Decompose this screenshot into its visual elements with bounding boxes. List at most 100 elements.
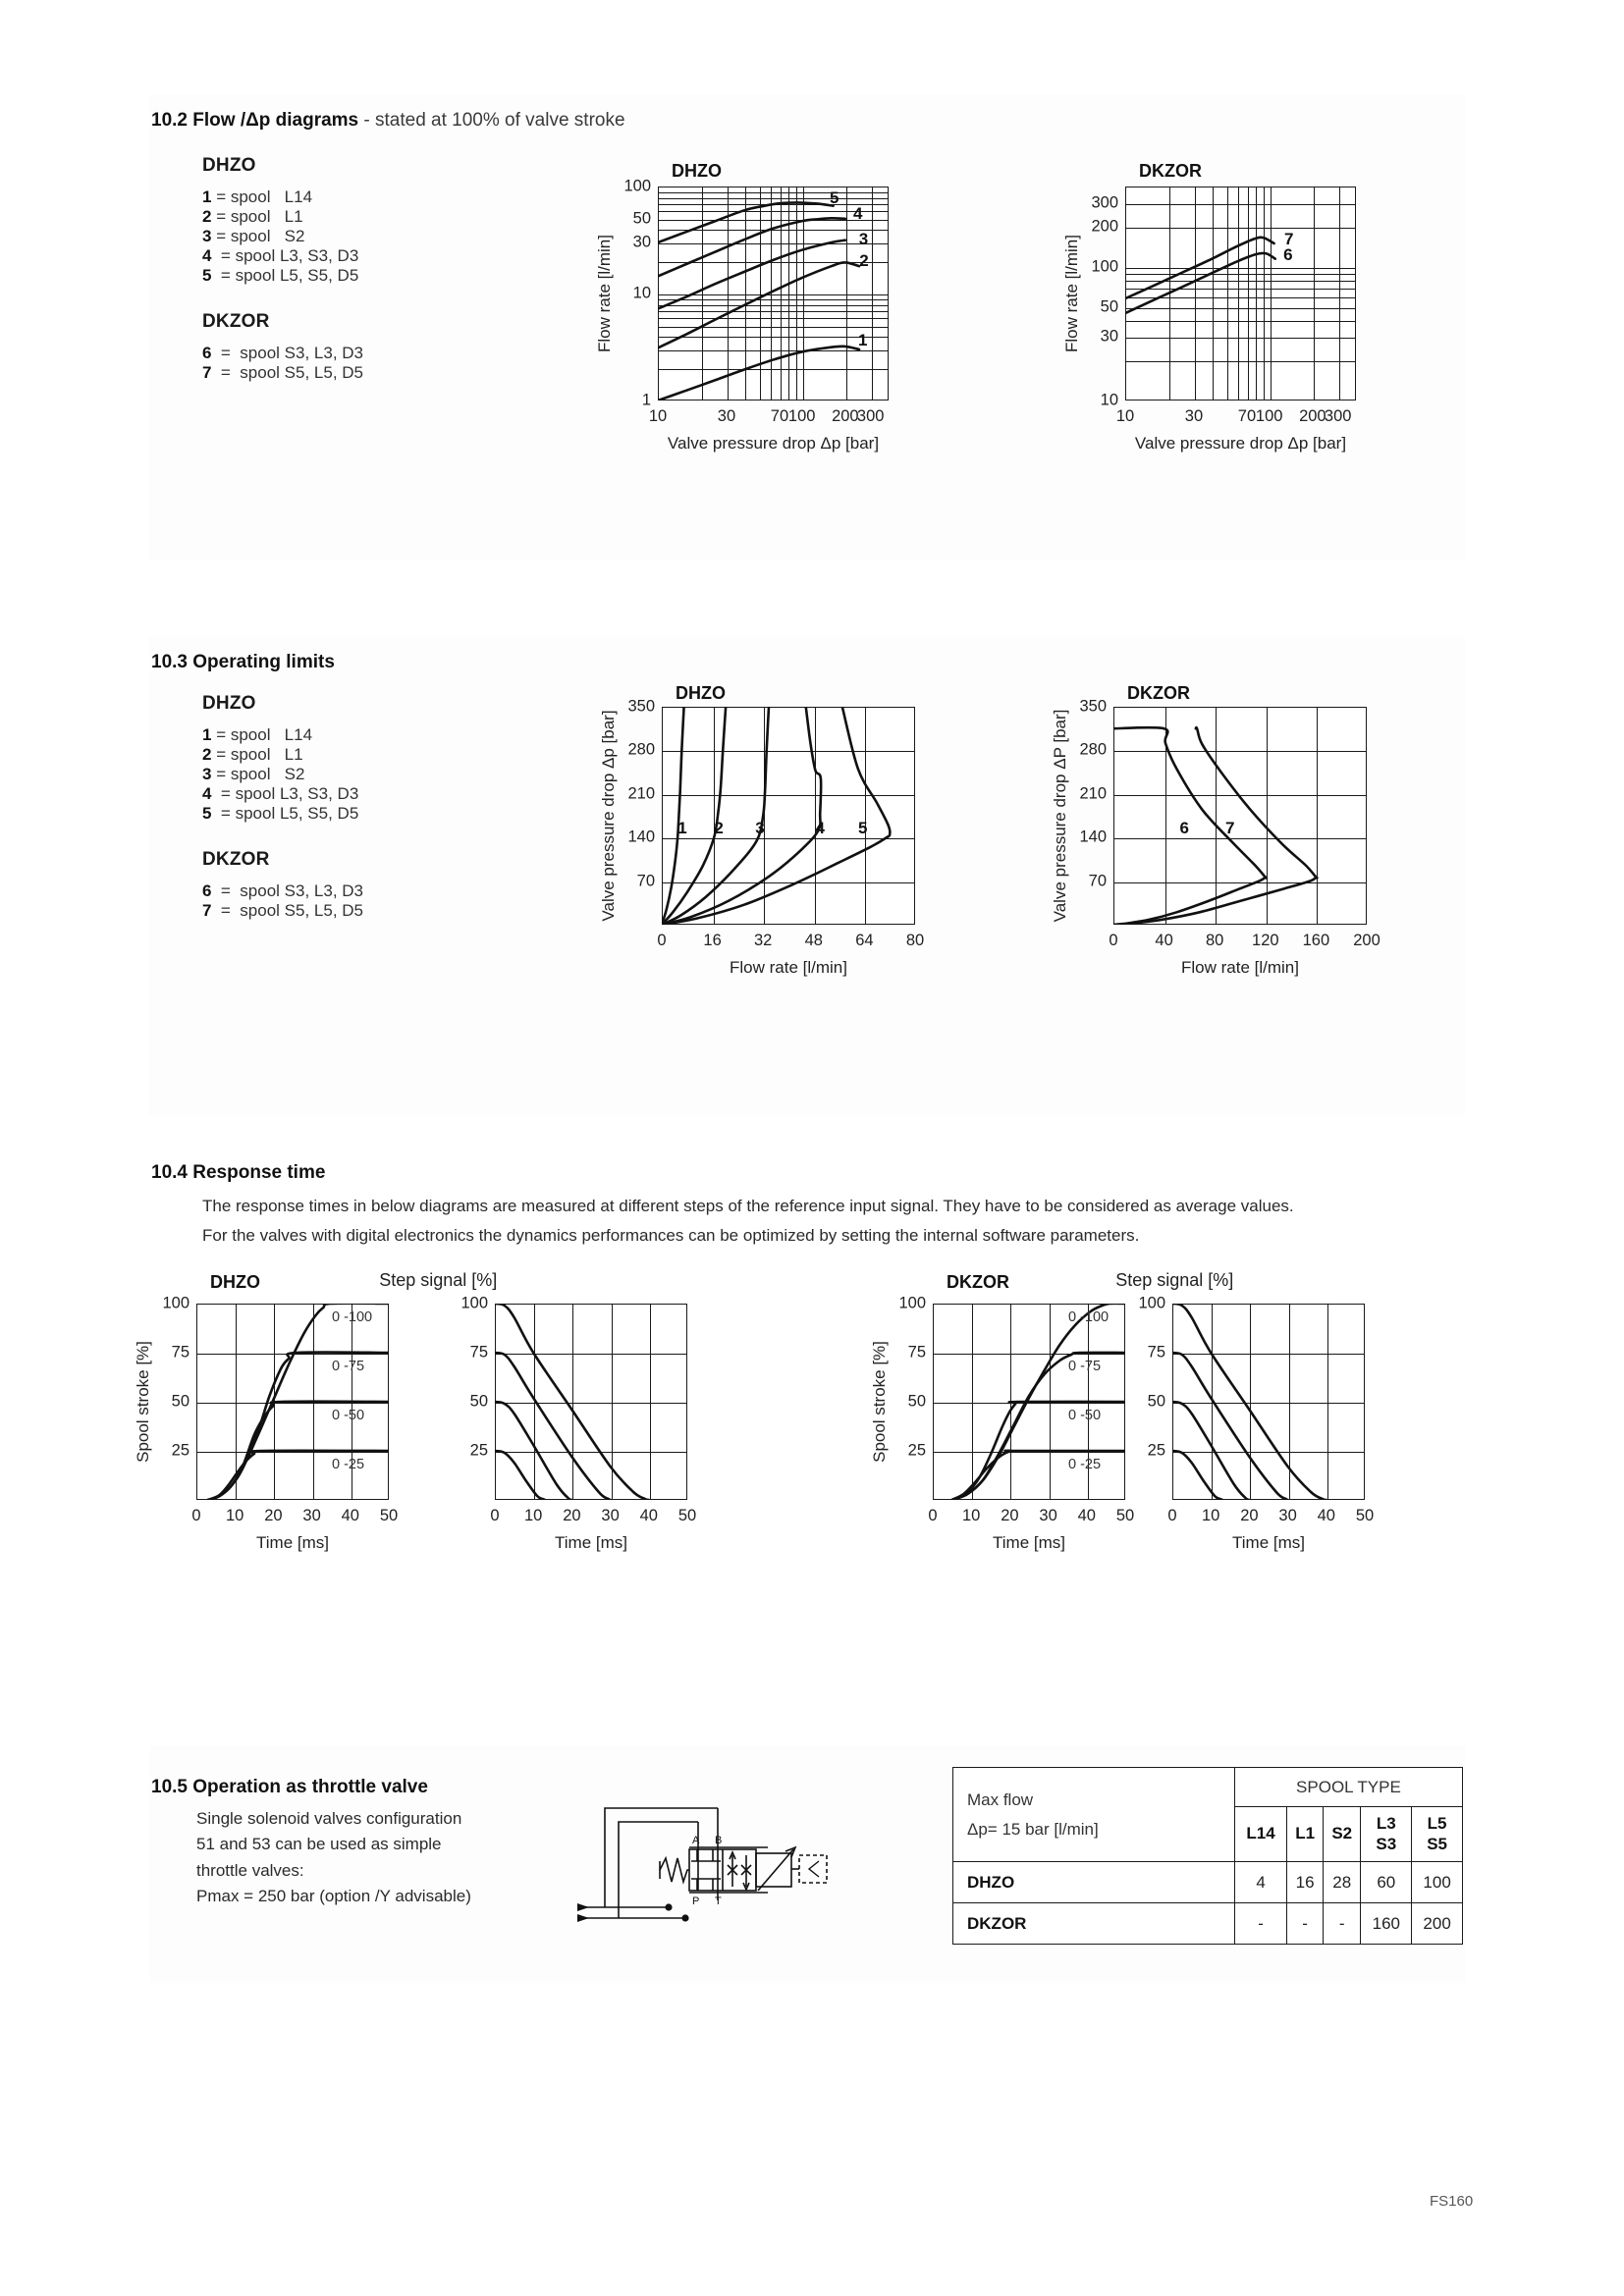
x-axis-tick: 0	[1109, 932, 1118, 949]
gridline-horizontal	[659, 197, 888, 199]
flow-legend-num: 5	[202, 266, 212, 285]
table-cell: -	[1233, 1902, 1288, 1945]
y-axis-tick: 300	[1091, 193, 1118, 212]
curve	[1172, 1351, 1289, 1500]
limits-legend-text: = spool S5, L5, D5	[216, 901, 363, 920]
x-axis-tick: 30	[717, 407, 736, 425]
curve	[1113, 725, 1319, 925]
y-axis-tick: 50	[171, 1392, 189, 1411]
plot-area	[1172, 1304, 1365, 1500]
hydraulic-schematic: A B P T	[575, 1775, 840, 1942]
curve	[495, 1351, 612, 1500]
y-axis-tick: 75	[907, 1343, 926, 1362]
curve-label: 2	[714, 818, 724, 837]
section-105-number: 10.5	[151, 1777, 188, 1797]
y-axis-label: Valve pressure drop Δp [bar]	[599, 710, 618, 922]
gridline-vertical	[795, 187, 797, 400]
chart-title: DHZO	[210, 1272, 260, 1292]
gridline-vertical	[764, 708, 766, 924]
gridline-vertical	[611, 1305, 613, 1499]
x-axis-tick: 0	[490, 1507, 500, 1524]
flow-legend-row: 2 = spool L1	[202, 207, 363, 227]
table-cell: 28	[1322, 1861, 1362, 1903]
gridline-vertical	[1238, 187, 1240, 400]
y-axis-tick: 75	[1147, 1343, 1165, 1362]
y-axis-tick: 280	[1079, 740, 1107, 759]
gridline-horizontal	[1126, 338, 1355, 340]
curve	[1125, 251, 1277, 315]
schematic-port-t-label: T	[715, 1896, 722, 1907]
chart-title: DHZO	[672, 161, 722, 181]
x-axis-tick: 30	[601, 1507, 620, 1524]
curve	[1172, 1449, 1224, 1500]
x-axis-tick: 100	[787, 407, 816, 425]
gridline-vertical	[1338, 187, 1340, 400]
y-axis-tick: 75	[171, 1343, 189, 1362]
curve	[206, 1449, 389, 1500]
curve-label: 2	[859, 251, 869, 271]
limits-legend-text: = spool L5, S5, D5	[216, 804, 359, 823]
gridline-horizontal	[197, 1403, 388, 1404]
section-105-body: Single solenoid valves configuration 51 …	[196, 1806, 550, 1909]
x-axis-tick: 50	[677, 1507, 697, 1524]
flow-legend-text: = spool L3, S3, D3	[216, 246, 359, 265]
schematic-port-p-label: P	[692, 1896, 699, 1907]
y-axis-tick: 350	[627, 697, 655, 716]
gridline-horizontal	[659, 304, 888, 306]
flow-legend-num: 1	[202, 187, 212, 206]
gridline-horizontal	[1114, 838, 1366, 840]
curve	[1125, 236, 1275, 300]
curve-label: 5	[858, 818, 868, 837]
table-maxflow-line-2: Δp= 15 bar [l/min]	[967, 1819, 1099, 1839]
limits-legend-row: 1 = spool L14	[202, 725, 363, 745]
table-cell: 60	[1360, 1861, 1413, 1903]
flow-legend-num: 7	[202, 363, 212, 382]
table-cell: 160	[1360, 1902, 1413, 1945]
schematic-port-a-label: A	[692, 1835, 700, 1846]
curve	[662, 707, 685, 925]
x-axis-tick: 40	[1077, 1507, 1096, 1524]
y-axis-tick: 280	[627, 740, 655, 759]
section-103-title: Operating limits	[192, 652, 335, 672]
limits-legend: DHZO 1 = spool L14 2 = spool L1 3 = spoo…	[202, 693, 363, 921]
x-axis-tick: 10	[648, 407, 668, 425]
schematic-port-b-label: B	[715, 1835, 722, 1846]
limits-legend-num: 2	[202, 745, 212, 764]
x-axis-tick: 32	[754, 932, 773, 949]
gridline-horizontal	[659, 242, 888, 244]
x-axis-tick: 16	[703, 932, 722, 949]
curve	[950, 1449, 1125, 1500]
gridline-horizontal	[1126, 307, 1355, 309]
gridline-vertical	[865, 708, 867, 924]
y-axis-tick: 70	[636, 872, 655, 890]
gridline-horizontal	[1126, 297, 1355, 299]
curve	[662, 707, 771, 925]
gridline-vertical	[771, 187, 773, 400]
gridline-horizontal	[659, 211, 888, 213]
section-103-number: 10.3	[151, 652, 188, 672]
limits-legend-num: 3	[202, 765, 212, 783]
curve-label: 3	[858, 229, 869, 248]
x-axis-label: Time [ms]	[555, 1533, 627, 1552]
x-axis-tick: 30	[1039, 1507, 1057, 1524]
table-col-s2: S2	[1322, 1806, 1362, 1862]
gridline-horizontal	[1126, 361, 1355, 363]
limits-legend-text: = spool L3, S3, D3	[216, 784, 359, 803]
curve-label: 7	[1284, 230, 1294, 249]
x-axis-tick: 80	[905, 932, 925, 949]
x-axis-label: Valve pressure drop Δp [bar]	[1134, 434, 1347, 453]
y-axis-tick: 30	[632, 233, 651, 251]
gridline-horizontal	[659, 337, 888, 339]
x-axis-tick: 200	[1353, 932, 1380, 949]
flow-legend: DHZO 1 = spool L14 2 = spool L1 3 = spoo…	[202, 155, 363, 383]
flow-legend-num: 3	[202, 227, 212, 245]
x-axis-tick: 10	[226, 1507, 244, 1524]
x-axis-tick: 160	[1302, 932, 1330, 949]
step-signal-annotation: 0 -50	[1068, 1408, 1102, 1423]
x-axis-tick: 20	[563, 1507, 581, 1524]
curve	[1113, 725, 1269, 925]
y-axis-tick: 1	[641, 391, 651, 409]
x-axis-tick: 30	[302, 1507, 321, 1524]
gridline-horizontal	[1114, 751, 1366, 753]
